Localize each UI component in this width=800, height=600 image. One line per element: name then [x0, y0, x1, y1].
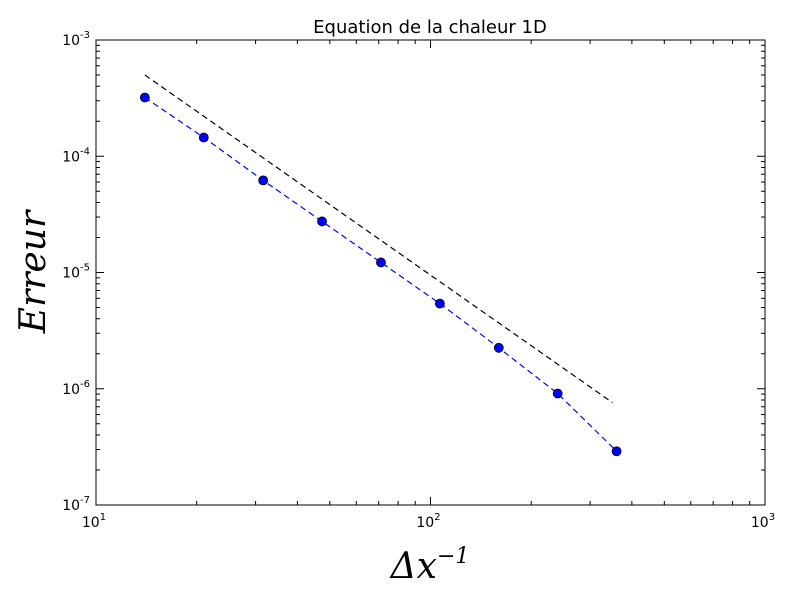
- x-tick-label: 103: [751, 512, 775, 531]
- y-tick-label-exponent: -5: [80, 263, 90, 274]
- y-tick-label: 10-4: [62, 146, 90, 165]
- x-tick-label-exponent: 3: [769, 512, 775, 523]
- y-tick-label-base: 10: [62, 33, 80, 49]
- y-tick-label: 10-5: [62, 263, 90, 282]
- data-point: [139, 92, 150, 103]
- data-point: [317, 216, 327, 227]
- data-point: [198, 132, 209, 143]
- y-tick-label-base: 10: [62, 149, 80, 165]
- data-point: [376, 257, 386, 268]
- x-axis-label-base: Δx: [389, 546, 437, 587]
- x-tick-label-base: 10: [751, 515, 769, 531]
- y-tick-label-base: 10: [62, 382, 80, 398]
- reference-slope-line: [144, 74, 613, 404]
- x-tick-label: 101: [82, 512, 106, 531]
- y-tick-label: 10-3: [62, 30, 90, 49]
- data-point: [493, 342, 504, 353]
- y-tick-label-exponent: -4: [80, 146, 90, 157]
- plot-area: [139, 74, 622, 457]
- x-tick-label-base: 10: [82, 515, 100, 531]
- x-tick-label-base: 10: [416, 515, 434, 531]
- chart-title: Equation de la chaleur 1D: [313, 17, 547, 38]
- y-tick-label-exponent: -7: [80, 495, 90, 506]
- y-tick-label-exponent: -3: [80, 30, 90, 41]
- y-tick-label: 10-7: [62, 495, 90, 514]
- y-tick-label-base: 10: [62, 266, 80, 282]
- x-axis-label-exponent: −1: [437, 544, 469, 569]
- x-tick-label-exponent: 1: [100, 512, 106, 523]
- x-tick-label-exponent: 2: [434, 512, 440, 523]
- y-tick-label-exponent: -6: [80, 379, 90, 390]
- data-point: [435, 298, 445, 309]
- y-axis-label: Erreur: [13, 209, 54, 334]
- data-point: [552, 388, 563, 399]
- y-tick-label: 10-6: [62, 379, 90, 398]
- x-tick-label: 102: [416, 512, 440, 531]
- y-tick-label-base: 10: [62, 498, 80, 514]
- data-point: [258, 175, 269, 186]
- error-series-line: [144, 97, 618, 452]
- x-axis-label: Δx−1: [389, 544, 470, 587]
- data-point: [611, 446, 622, 457]
